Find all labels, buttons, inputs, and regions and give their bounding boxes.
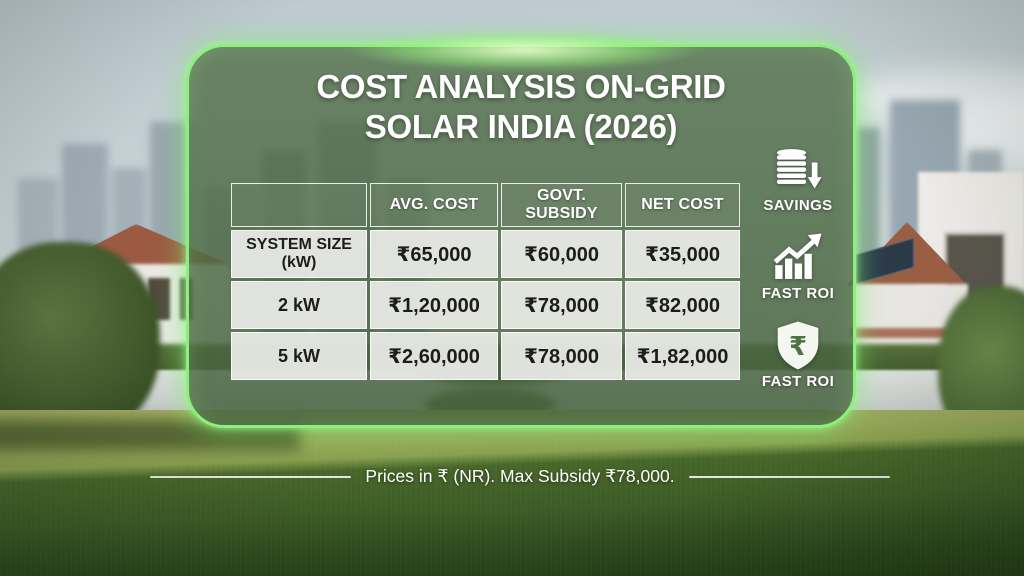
footer-note-row: Prices in ₹ (NR). Max Subsidy ₹78,000. xyxy=(150,466,890,487)
table-row: SYSTEM SIZE (kW) ₹65,000 ₹60,000 ₹35,000 xyxy=(231,230,740,278)
badge-label: SAVINGS xyxy=(763,197,833,214)
row-label: 2 kW xyxy=(231,281,367,329)
right-house-awning xyxy=(850,328,970,338)
cost-analysis-panel: COST ANALYSIS ON-GRID SOLAR INDIA (2026)… xyxy=(186,29,856,428)
footer-rule-right xyxy=(688,475,890,478)
header-net-cost: NET COST xyxy=(625,183,740,227)
footer-note: Prices in ₹ (NR). Max Subsidy ₹78,000. xyxy=(365,466,675,486)
rupee-shield-icon: ₹ xyxy=(777,321,819,370)
govt-subsidy-value: ₹60,000 xyxy=(501,230,622,278)
benefit-badges: SAVINGS FAST ROI ₹ xyxy=(741,143,855,390)
table-header-row: AVG. COST GOVT. SUBSIDY NET COST xyxy=(231,183,740,227)
page-title: COST ANALYSIS ON-GRID SOLAR INDIA (2026) xyxy=(189,67,853,148)
header-avg-cost: AVG. COST xyxy=(370,183,498,227)
avg-cost-value: ₹65,000 xyxy=(370,230,498,278)
title-line-1: COST ANALYSIS ON-GRID xyxy=(316,68,726,105)
avg-cost-value: ₹2,60,000 xyxy=(370,332,498,380)
svg-text:₹: ₹ xyxy=(789,332,807,362)
header-govt-subsidy: GOVT. SUBSIDY xyxy=(501,183,622,227)
row-label: SYSTEM SIZE (kW) xyxy=(231,230,367,278)
net-cost-value: ₹35,000 xyxy=(625,230,740,278)
cost-table: AVG. COST GOVT. SUBSIDY NET COST SYSTEM … xyxy=(228,180,743,383)
tree-left xyxy=(0,242,160,442)
govt-subsidy-value: ₹78,000 xyxy=(501,332,622,380)
badge-fast-roi-growth: FAST ROI xyxy=(762,231,834,302)
badge-label: FAST ROI xyxy=(761,285,835,302)
table-row: 2 kW ₹1,20,000 ₹78,000 ₹82,000 xyxy=(231,281,740,329)
badge-fast-roi-shield: ₹ FAST ROI xyxy=(762,319,834,390)
net-cost-value: ₹82,000 xyxy=(625,281,740,329)
coins-savings-down-arrow-icon xyxy=(776,149,822,189)
avg-cost-value: ₹1,20,000 xyxy=(370,281,498,329)
badge-label: FAST ROI xyxy=(761,373,835,390)
badge-savings: SAVINGS xyxy=(763,143,832,214)
header-empty-cell xyxy=(231,183,367,227)
title-line-2: SOLAR INDIA (2026) xyxy=(364,108,678,146)
footer-rule-left xyxy=(150,475,352,478)
growth-chart-up-arrow-icon xyxy=(773,233,822,279)
net-cost-value: ₹1,82,000 xyxy=(625,332,740,380)
row-label: 5 kW xyxy=(231,332,367,380)
table-row: 5 kW ₹2,60,000 ₹78,000 ₹1,82,000 xyxy=(231,332,740,380)
govt-subsidy-value: ₹78,000 xyxy=(501,281,622,329)
